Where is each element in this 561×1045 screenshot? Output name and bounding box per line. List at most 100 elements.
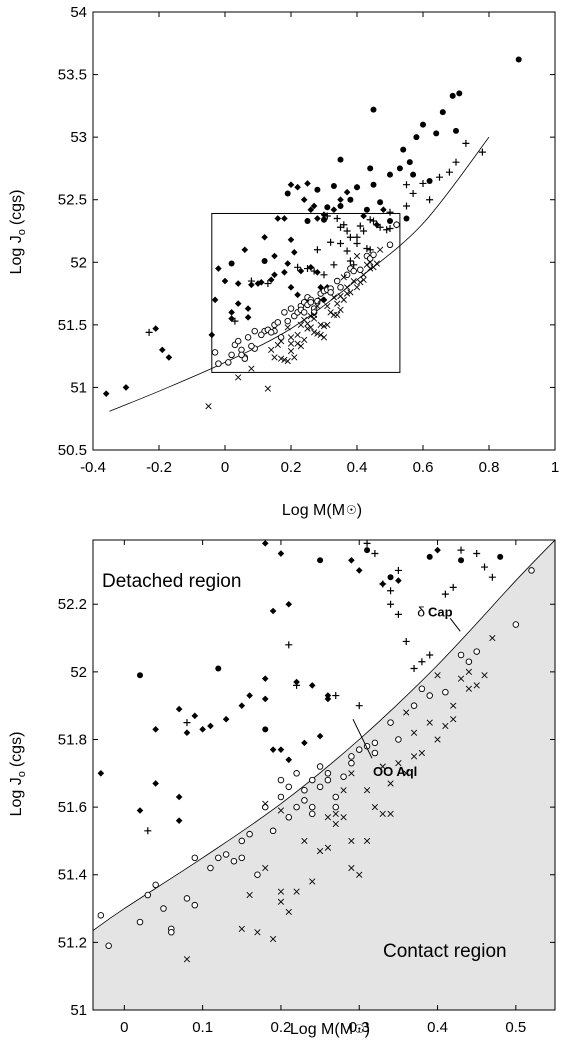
open-circle-point xyxy=(183,895,191,902)
top-x-tick-label: 0.4 xyxy=(347,459,368,476)
diamond-point xyxy=(360,212,367,220)
top-y-tick-label: 50.5 xyxy=(58,442,87,459)
diamond-point xyxy=(228,309,235,316)
top-x-tick-label: 0.8 xyxy=(479,459,500,476)
cross-point xyxy=(327,309,334,316)
diamond-point xyxy=(294,291,301,299)
diamond-point xyxy=(175,817,183,824)
plus-point xyxy=(356,222,364,230)
cross-point xyxy=(324,844,332,851)
cross-point xyxy=(387,810,394,818)
diamond-point xyxy=(314,268,321,276)
diamond-point xyxy=(234,300,242,307)
delta-cap-label: δ Cap xyxy=(417,603,452,619)
bottom-x-axis-label: Log M(M☉) xyxy=(290,1021,370,1038)
diamond-point xyxy=(307,206,315,214)
open-circle-point xyxy=(246,830,253,838)
open-circle-point xyxy=(277,776,285,784)
open-circle-point xyxy=(160,905,167,912)
bottom-y-tick-label: 51.6 xyxy=(58,799,87,816)
cross-point xyxy=(281,356,288,364)
filled-circle-point xyxy=(337,202,344,209)
open-circle-point xyxy=(277,334,285,341)
filled-circle-point xyxy=(410,171,417,178)
top-x-tick-label: 1 xyxy=(551,459,559,476)
top-boundary-curve xyxy=(109,136,490,412)
diamond-point xyxy=(241,246,249,254)
bottom-y-tick-label: 51.8 xyxy=(58,731,87,748)
filled-circle-point xyxy=(387,171,393,178)
diamond-point xyxy=(320,211,328,219)
filled-circle-point xyxy=(136,672,143,679)
diamond-point xyxy=(136,807,144,814)
open-circle-point xyxy=(337,284,344,291)
plus-point xyxy=(419,179,427,187)
open-circle-point xyxy=(269,827,277,835)
open-circle-point xyxy=(238,854,246,862)
cross-point xyxy=(301,336,308,343)
plus-point xyxy=(418,658,426,666)
open-circle-point xyxy=(324,776,332,784)
diamond-point xyxy=(324,692,332,699)
top-x-tick-label: 0.6 xyxy=(413,459,434,476)
cross-point xyxy=(262,864,269,872)
open-circle-point xyxy=(357,266,364,274)
filled-circle-point xyxy=(406,159,413,166)
open-circle-point xyxy=(324,770,332,777)
cross-point xyxy=(291,354,298,361)
top-y-tick-label: 53 xyxy=(70,129,87,146)
bottom-y-tick-label: 51.4 xyxy=(58,867,87,884)
cross-point xyxy=(489,634,496,642)
diamond-point xyxy=(314,215,321,222)
open-circle-point xyxy=(387,719,394,726)
diamond-point xyxy=(246,692,253,699)
open-circle-point xyxy=(350,267,357,275)
contact-region-label: Contact region xyxy=(383,941,507,962)
plus-point xyxy=(247,277,255,285)
cross-point xyxy=(297,343,305,350)
plus-point xyxy=(403,181,410,189)
cross-point xyxy=(293,888,300,895)
plus-point xyxy=(353,240,361,248)
open-circle-point xyxy=(234,337,242,345)
oo-aql-label: OO Aql xyxy=(373,764,417,779)
top-y-tick-label: 52.5 xyxy=(58,192,87,209)
open-circle-point xyxy=(442,688,449,696)
cross-point xyxy=(340,296,347,303)
diamond-point xyxy=(380,206,387,214)
top-x-tick-label: -0.2 xyxy=(146,459,172,476)
diamond-point xyxy=(228,315,235,322)
open-circle-point xyxy=(343,271,351,279)
top-x-tick-label: 0 xyxy=(221,459,229,476)
cross-point xyxy=(287,348,295,355)
diamond-point xyxy=(277,746,285,753)
cross-point xyxy=(395,760,402,767)
filled-circle-point xyxy=(367,165,374,172)
plus-point xyxy=(313,246,321,254)
plus-point xyxy=(304,265,311,273)
open-circle-point xyxy=(410,702,418,709)
filled-circle-point xyxy=(347,196,354,203)
cross-point xyxy=(387,780,394,787)
diamond-point xyxy=(355,567,363,574)
cross-point xyxy=(304,325,311,332)
filled-circle-point xyxy=(324,204,331,211)
cross-point xyxy=(287,334,295,341)
open-circle-point xyxy=(222,851,230,858)
plus-point xyxy=(346,233,354,241)
plus-point xyxy=(346,257,354,265)
diamond-point xyxy=(152,726,159,733)
plus-point xyxy=(387,600,395,608)
cross-point xyxy=(248,365,255,372)
cross-point xyxy=(332,810,339,818)
diamond-point xyxy=(183,729,191,737)
diamond-point xyxy=(291,248,298,256)
diamond-point xyxy=(244,314,252,321)
diamond-point xyxy=(316,732,324,740)
filled-circle-point xyxy=(387,217,393,224)
plus-point xyxy=(310,267,318,275)
cross-point xyxy=(269,935,277,943)
plus-point xyxy=(371,550,379,558)
open-circle-point xyxy=(274,319,282,326)
